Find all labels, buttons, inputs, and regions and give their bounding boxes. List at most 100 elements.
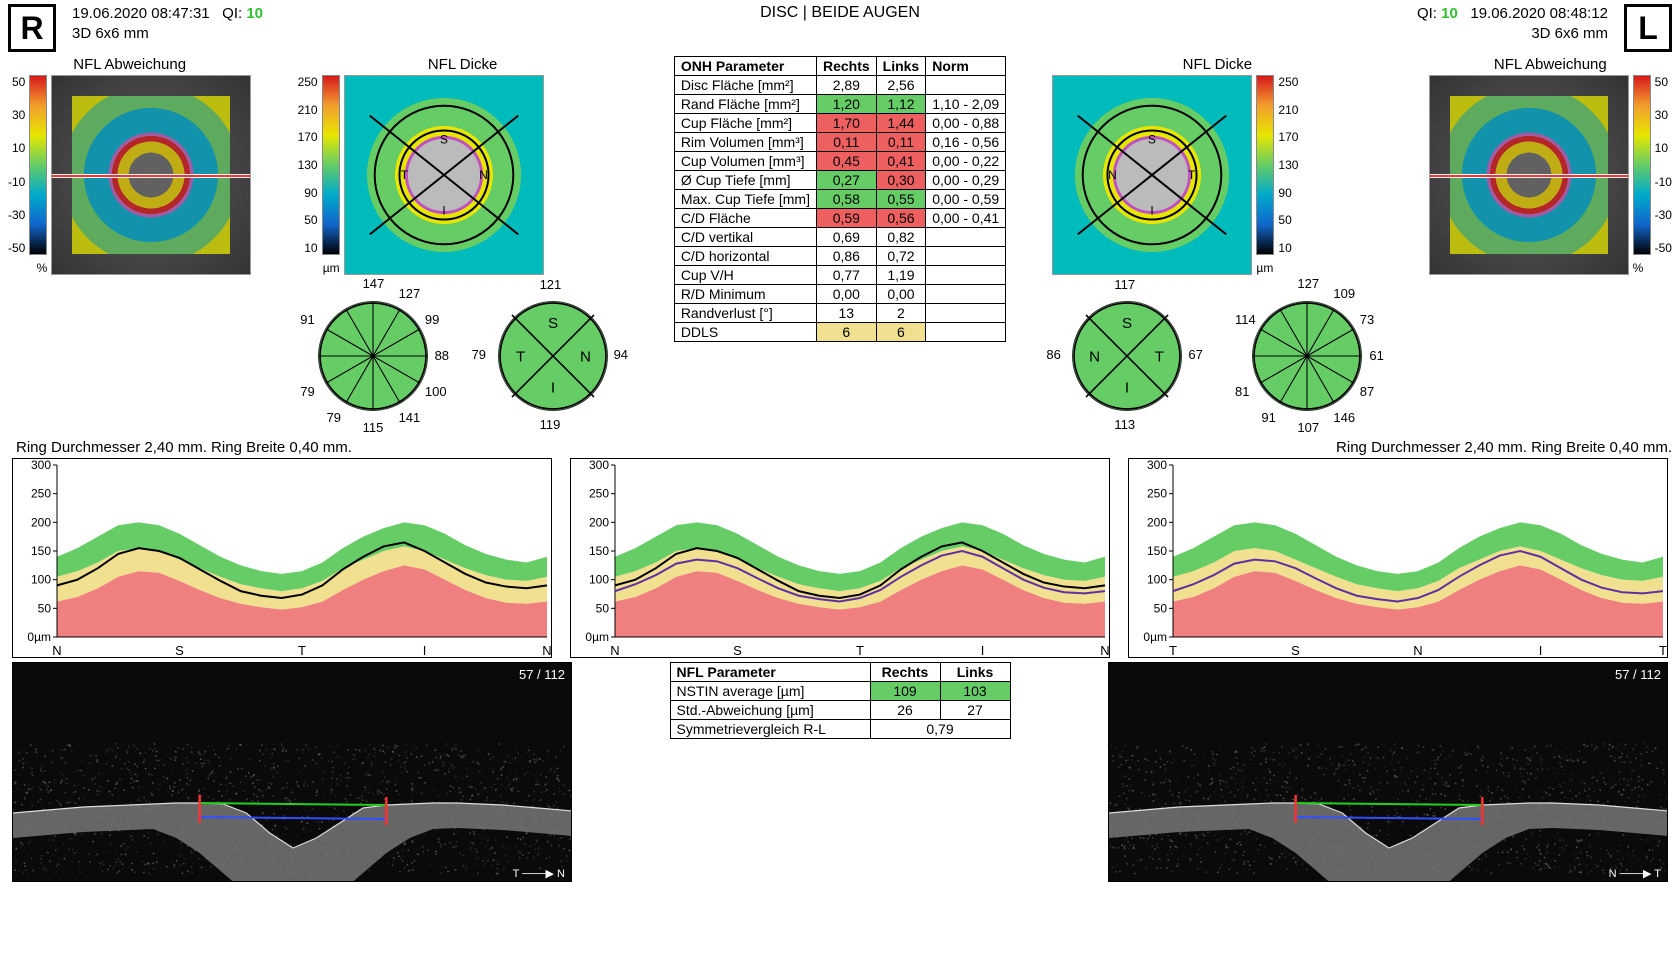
sector-value: 91 xyxy=(1261,410,1275,425)
ring-note-r: Ring Durchmesser 2,40 mm. Ring Breite 0,… xyxy=(16,439,352,456)
svg-text:50: 50 xyxy=(1154,601,1168,615)
colorbar-tick: 50 xyxy=(1278,213,1298,227)
colorbar-deviation-r: 503010-10-30-50 % xyxy=(8,75,47,275)
colorbar-tick: 10 xyxy=(1278,241,1298,255)
svg-text:I: I xyxy=(423,643,427,658)
r-sector-diagrams: 1471279988100141115797991 SINT1211199479 xyxy=(298,281,628,431)
svg-text:I: I xyxy=(1151,204,1154,218)
sector-value: 88 xyxy=(435,348,449,363)
colorbar-tick: 250 xyxy=(298,75,318,89)
colorbar-tick: 130 xyxy=(298,158,318,172)
svg-text:I: I xyxy=(442,204,445,218)
oct-row: 57 / 112T ───▶ N NFL ParameterRechtsLink… xyxy=(8,658,1672,886)
tsnit-chart-left: 0µm50100150200250300TSNIT xyxy=(1128,458,1668,658)
svg-text:250: 250 xyxy=(589,487,609,501)
onh-parameter-table: ONH ParameterRechtsLinksNormDisc Fläche … xyxy=(674,56,1006,342)
sector-value: 79 xyxy=(327,410,341,425)
colorbar-tick: 50 xyxy=(298,213,318,227)
r-timestamp: 19.06.2020 08:47:31 xyxy=(72,5,210,22)
tsnit-row: 0µm50100150200250300NSTIN 0µm50100150200… xyxy=(8,458,1672,658)
colorbar-tick: -50 xyxy=(1655,241,1672,255)
svg-text:N: N xyxy=(1413,643,1422,658)
svg-text:100: 100 xyxy=(31,573,51,587)
l-12-sector-chart: 1271097361871461079181114 xyxy=(1232,281,1382,431)
l-scan-mode: 3D 6x6 mm xyxy=(1417,24,1608,44)
svg-text:57 / 112: 57 / 112 xyxy=(1615,667,1661,682)
sector-value: 94 xyxy=(614,347,628,362)
svg-text:N: N xyxy=(542,643,551,658)
qi-label-l: QI: xyxy=(1417,5,1437,22)
r-4-sector-chart: SINT1211199479 xyxy=(478,281,628,431)
svg-text:S: S xyxy=(1291,643,1300,658)
r-thickness-panel: NFL Dicke 250210170130905010 µm xyxy=(298,56,628,431)
colorbar-tick: 10 xyxy=(1655,141,1672,155)
panel-title: NFL Dicke xyxy=(298,56,628,73)
right-eye-indicator: R xyxy=(8,4,56,52)
svg-text:T: T xyxy=(1659,643,1667,658)
svg-text:N ───▶ T: N ───▶ T xyxy=(1609,868,1662,880)
svg-text:I: I xyxy=(550,380,554,397)
svg-text:0µm: 0µm xyxy=(585,630,609,644)
svg-text:200: 200 xyxy=(589,515,609,529)
sector-value: 109 xyxy=(1333,286,1355,301)
svg-text:T: T xyxy=(856,643,864,658)
svg-text:T: T xyxy=(298,643,306,658)
svg-text:N: N xyxy=(580,348,591,365)
svg-text:I: I xyxy=(981,643,985,658)
svg-text:50: 50 xyxy=(38,601,52,615)
l-thickness-map: S N I T xyxy=(1052,75,1252,275)
svg-text:100: 100 xyxy=(1147,573,1167,587)
sector-value: 114 xyxy=(1235,312,1256,327)
colorbar-tick: 210 xyxy=(298,103,318,117)
sector-value: 115 xyxy=(363,420,384,435)
colorbar-thickness-l: 250210170130905010 µm xyxy=(1256,75,1298,275)
svg-text:T: T xyxy=(1188,168,1195,182)
sector-value: 117 xyxy=(1114,277,1135,292)
svg-text:200: 200 xyxy=(1147,515,1167,529)
sector-value: 121 xyxy=(540,277,562,292)
svg-text:0µm: 0µm xyxy=(27,630,51,644)
svg-text:300: 300 xyxy=(31,458,51,472)
sector-value: 147 xyxy=(363,276,385,291)
colorbar-tick: -30 xyxy=(1655,208,1672,222)
sector-value: 91 xyxy=(300,312,314,327)
sector-value: 100 xyxy=(425,384,447,399)
maps-and-table-row: NFL Abweichung 503010-10-30-50 % NFL Dic… xyxy=(8,56,1672,431)
sector-value: 87 xyxy=(1360,384,1374,399)
panel-title: NFL Dicke xyxy=(1052,56,1382,73)
panel-title: NFL Abweichung xyxy=(8,56,251,73)
colorbar-tick: 30 xyxy=(1655,108,1672,122)
colorbar-tick: 50 xyxy=(8,75,25,89)
sector-value: 81 xyxy=(1235,384,1249,399)
sector-value: 67 xyxy=(1188,347,1202,362)
colorbar-unit: µm xyxy=(298,261,340,275)
svg-text:N: N xyxy=(610,643,619,658)
r-scan-mode: 3D 6x6 mm xyxy=(72,24,263,44)
sector-value: 79 xyxy=(300,384,314,399)
svg-text:S: S xyxy=(175,643,184,658)
svg-text:I: I xyxy=(1125,380,1129,397)
sector-value: 99 xyxy=(425,312,439,327)
colorbar-tick: 170 xyxy=(1278,130,1298,144)
ring-note-l: Ring Durchmesser 2,40 mm. Ring Breite 0,… xyxy=(1336,439,1672,456)
report-page: R 19.06.2020 08:47:31 QI: 10 3D 6x6 mm D… xyxy=(0,0,1680,890)
svg-text:N: N xyxy=(1109,168,1118,182)
l-deviation-panel: NFL Abweichung 503010-10-30-50 % xyxy=(1429,56,1672,275)
l-thickness-panel: NFL Dicke S N I T xyxy=(1052,56,1382,431)
r-deviation-map xyxy=(51,75,251,275)
colorbar-tick: 130 xyxy=(1278,158,1298,172)
svg-text:S: S xyxy=(1148,132,1156,146)
svg-text:T ───▶ N: T ───▶ N xyxy=(513,868,565,880)
colorbar-tick: -10 xyxy=(1655,175,1672,189)
left-eye-meta: QI: 10 19.06.2020 08:48:12 3D 6x6 mm xyxy=(1417,4,1608,43)
colorbar-unit: µm xyxy=(1256,261,1298,275)
tsnit-chart-both: 0µm50100150200250300NSTIN xyxy=(570,458,1110,658)
colorbar-gradient xyxy=(322,75,340,255)
sector-value: 127 xyxy=(1297,276,1319,291)
colorbar-tick: 250 xyxy=(1278,75,1298,89)
svg-text:300: 300 xyxy=(1147,458,1167,472)
colorbar-tick: 90 xyxy=(298,186,318,200)
svg-text:200: 200 xyxy=(31,515,51,529)
left-eye-indicator: L xyxy=(1624,4,1672,52)
svg-text:S: S xyxy=(440,132,448,146)
